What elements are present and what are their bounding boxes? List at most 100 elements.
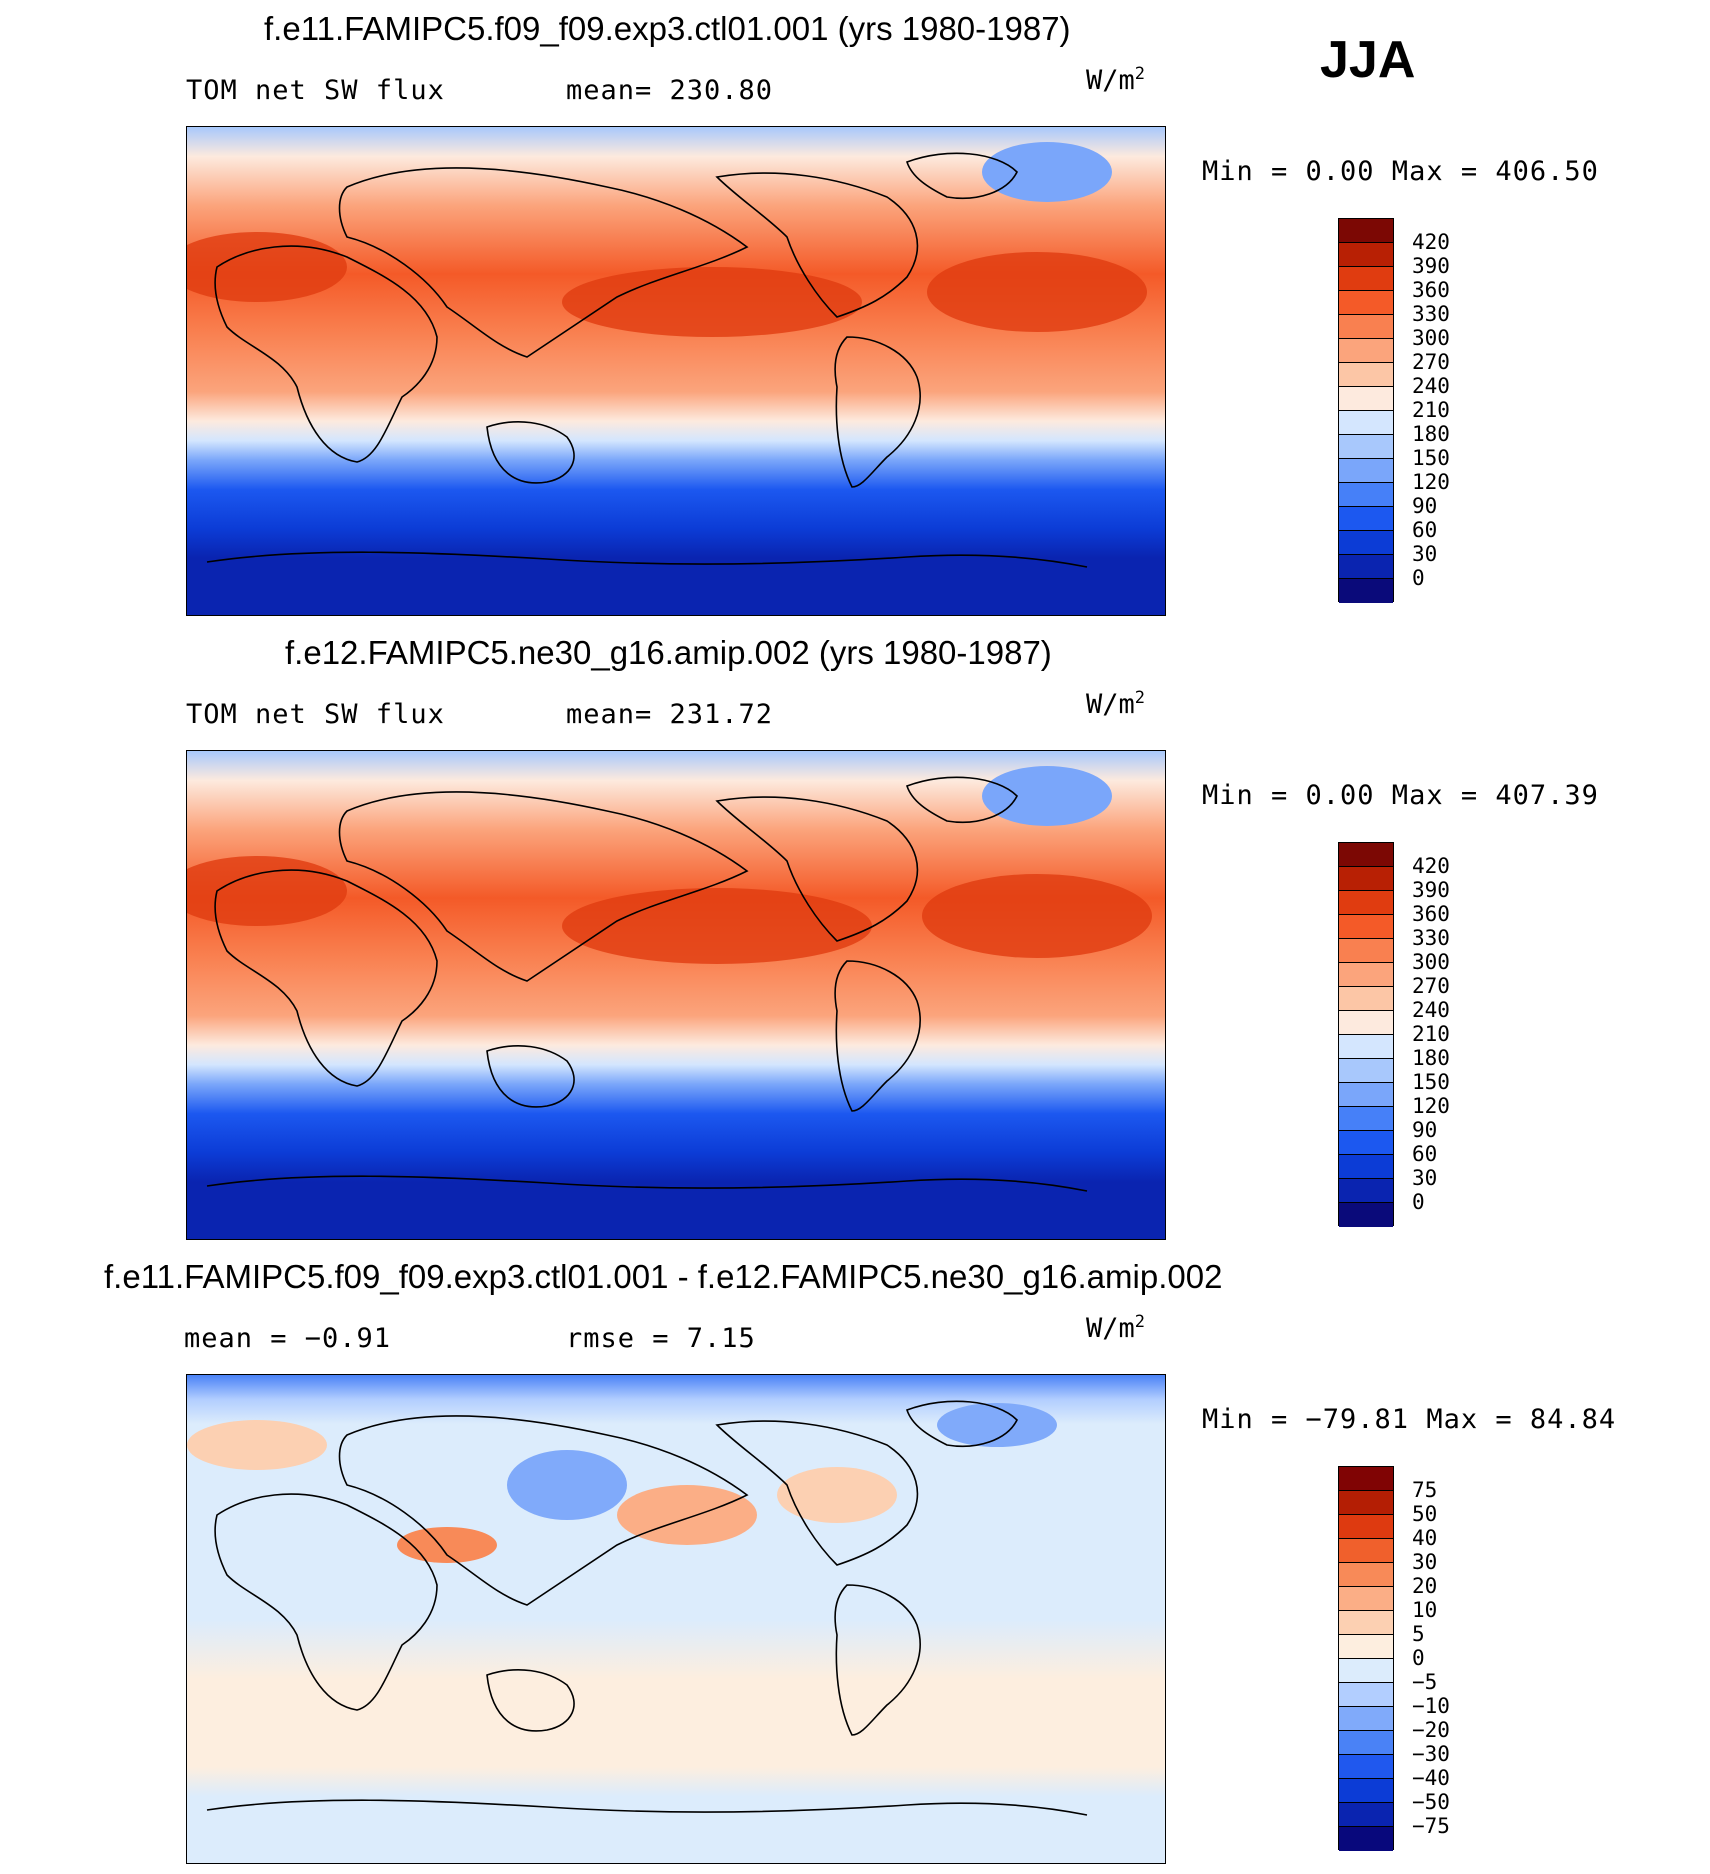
colorbar-tick-label: 240 — [1412, 998, 1450, 1022]
colorbar-tick-label: 120 — [1412, 470, 1450, 494]
panel-2-colorbar — [1338, 842, 1394, 1227]
colorbar-swatch — [1339, 1539, 1393, 1563]
panel-3-mean-label: mean = −0.91 — [184, 1323, 392, 1354]
colorbar-tick-label: 30 — [1412, 542, 1438, 566]
colorbar-tick-label: 40 — [1412, 1526, 1438, 1550]
colorbar-tick-label: 300 — [1412, 950, 1450, 974]
colorbar-swatch — [1339, 555, 1393, 579]
colorbar-tick-label: 420 — [1412, 854, 1450, 878]
colorbar-tick-label: 5 — [1412, 1622, 1425, 1646]
colorbar-swatch — [1339, 1587, 1393, 1611]
colorbar-tick-label: 210 — [1412, 1022, 1450, 1046]
colorbar-tick-label: 150 — [1412, 1070, 1450, 1094]
colorbar-swatch — [1339, 435, 1393, 459]
panel-3-map — [186, 1374, 1166, 1864]
colorbar-tick-label: 150 — [1412, 446, 1450, 470]
colorbar-swatch — [1339, 1707, 1393, 1731]
colorbar-tick-label: 30 — [1412, 1550, 1438, 1574]
colorbar-swatch — [1339, 843, 1393, 867]
colorbar-tick-label: 75 — [1412, 1478, 1438, 1502]
panel-1-minmax-label: Min = 0.00 Max = 406.50 — [1202, 156, 1599, 187]
colorbar-swatch — [1339, 1779, 1393, 1803]
colorbar-tick-label: 60 — [1412, 1142, 1438, 1166]
colorbar-tick-label: 180 — [1412, 422, 1450, 446]
colorbar-tick-label: −10 — [1412, 1694, 1450, 1718]
panel-1-colorbar — [1338, 218, 1394, 603]
colorbar-swatch — [1339, 1731, 1393, 1755]
colorbar-tick-label: −30 — [1412, 1742, 1450, 1766]
panel-3-minmax-label: Min = −79.81 Max = 84.84 — [1202, 1404, 1617, 1435]
colorbar-tick-label: 360 — [1412, 278, 1450, 302]
colorbar-swatch — [1339, 915, 1393, 939]
colorbar-swatch — [1339, 1083, 1393, 1107]
colorbar-swatch — [1339, 1059, 1393, 1083]
colorbar-tick-label: 90 — [1412, 1118, 1438, 1142]
colorbar-tick-label: 330 — [1412, 302, 1450, 326]
colorbar-tick-label: 50 — [1412, 1502, 1438, 1526]
panel-2-minmax-label: Min = 0.00 Max = 407.39 — [1202, 780, 1599, 811]
colorbar-tick-label: −75 — [1412, 1814, 1450, 1838]
colorbar-swatch — [1339, 1491, 1393, 1515]
colorbar-swatch — [1339, 243, 1393, 267]
panel-2-mean-label: mean= 231.72 — [566, 699, 774, 730]
panel-1-map — [186, 126, 1166, 616]
colorbar-swatch — [1339, 1803, 1393, 1827]
colorbar-swatch — [1339, 411, 1393, 435]
colorbar-tick-label: 60 — [1412, 518, 1438, 542]
colorbar-tick-label: 390 — [1412, 254, 1450, 278]
colorbar-swatch — [1339, 963, 1393, 987]
colorbar-swatch — [1339, 1035, 1393, 1059]
colorbar-tick-label: 270 — [1412, 974, 1450, 998]
colorbar-tick-label: 90 — [1412, 494, 1438, 518]
colorbar-swatch — [1339, 1635, 1393, 1659]
colorbar-swatch — [1339, 1659, 1393, 1683]
panel-1-mean-label: mean= 230.80 — [566, 75, 774, 106]
colorbar-tick-label: 390 — [1412, 878, 1450, 902]
colorbar-swatch — [1339, 267, 1393, 291]
colorbar-swatch — [1339, 987, 1393, 1011]
colorbar-swatch — [1339, 1755, 1393, 1779]
colorbar-swatch — [1339, 1203, 1393, 1227]
colorbar-tick-label: 30 — [1412, 1166, 1438, 1190]
colorbar-tick-label: 240 — [1412, 374, 1450, 398]
colorbar-tick-label: 270 — [1412, 350, 1450, 374]
panel-3-title: f.e11.FAMIPC5.f09_f09.exp3.ctl01.001 - f… — [104, 1258, 1223, 1295]
colorbar-tick-label: 210 — [1412, 398, 1450, 422]
colorbar-swatch — [1339, 531, 1393, 555]
colorbar-tick-label: 0 — [1412, 1190, 1425, 1214]
panel-1-map-field — [187, 127, 1165, 615]
colorbar-tick-label: −50 — [1412, 1790, 1450, 1814]
colorbar-swatch — [1339, 483, 1393, 507]
panel-1-units: W/m2 — [1086, 64, 1146, 96]
season-label: JJA — [1320, 31, 1416, 89]
colorbar-swatch — [1339, 1131, 1393, 1155]
colorbar-tick-label: −20 — [1412, 1718, 1450, 1742]
panel-2-units: W/m2 — [1086, 688, 1146, 720]
colorbar-swatch — [1339, 1827, 1393, 1851]
colorbar-tick-label: 360 — [1412, 902, 1450, 926]
colorbar-tick-label: 180 — [1412, 1046, 1450, 1070]
colorbar-swatch — [1339, 1515, 1393, 1539]
colorbar-swatch — [1339, 1179, 1393, 1203]
colorbar-swatch — [1339, 339, 1393, 363]
panel-2-variable-label: TOM net SW flux — [186, 699, 445, 730]
colorbar-swatch — [1339, 1563, 1393, 1587]
colorbar-swatch — [1339, 1107, 1393, 1131]
colorbar-tick-label: 300 — [1412, 326, 1450, 350]
colorbar-swatch — [1339, 315, 1393, 339]
colorbar-swatch — [1339, 459, 1393, 483]
panel-3-rmse-label: rmse = 7.15 — [566, 1323, 756, 1354]
colorbar-swatch — [1339, 867, 1393, 891]
colorbar-tick-label: 0 — [1412, 566, 1425, 590]
colorbar-swatch — [1339, 891, 1393, 915]
panel-1-title: f.e11.FAMIPC5.f09_f09.exp3.ctl01.001 (yr… — [264, 10, 1071, 47]
colorbar-swatch — [1339, 1011, 1393, 1035]
panel-2-map-field — [187, 751, 1165, 1239]
colorbar-swatch — [1339, 1467, 1393, 1491]
panel-2-title: f.e12.FAMIPC5.ne30_g16.amip.002 (yrs 198… — [285, 634, 1052, 671]
colorbar-tick-label: 420 — [1412, 230, 1450, 254]
colorbar-swatch — [1339, 1683, 1393, 1707]
colorbar-tick-label: −5 — [1412, 1670, 1438, 1694]
panel-2-map — [186, 750, 1166, 1240]
panel-3-units: W/m2 — [1086, 1312, 1146, 1344]
